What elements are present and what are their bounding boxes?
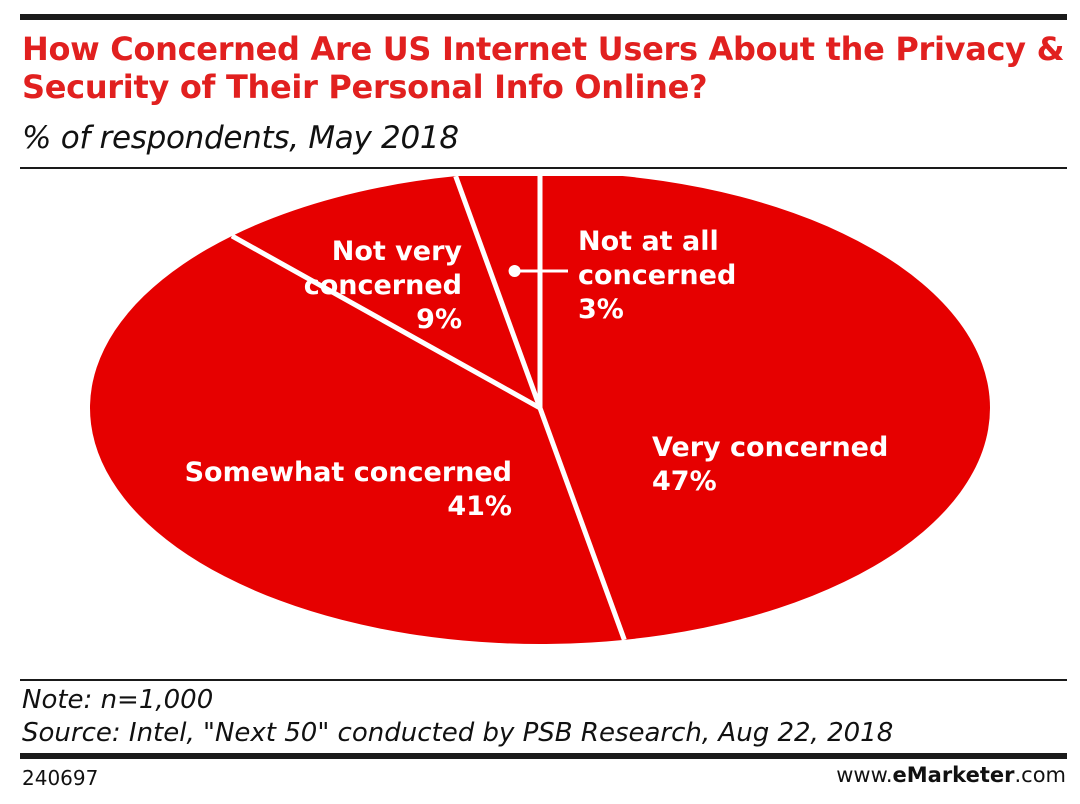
pie-slice-very-concerned — [540, 176, 990, 640]
chart-id: 240697 — [22, 766, 99, 790]
slice-value-not-at-all-concerned: 3% — [578, 294, 624, 325]
brand-url: www.eMarketer.com — [836, 763, 1066, 787]
brand-prefix: www. — [836, 763, 893, 787]
top-rule — [20, 14, 1067, 20]
slice-value-very-concerned: 47% — [652, 466, 717, 497]
slice-separator — [453, 176, 543, 409]
title-rule — [20, 167, 1067, 169]
bottom-rule — [20, 753, 1067, 759]
slice-label-very-concerned: Very concerned — [652, 432, 888, 463]
slice-label-not-very-concerned: Not very concerned — [304, 236, 463, 301]
chart-note: Note: n=1,000 — [22, 685, 214, 715]
brand-suffix: .com — [1014, 763, 1066, 787]
slice-separator — [230, 233, 542, 411]
slice-separator — [537, 407, 627, 641]
chart-title: How Concerned Are US Internet Users Abou… — [22, 30, 1065, 106]
pie-slice-somewhat-concerned — [90, 235, 625, 644]
pie-slice-not-very-concerned — [231, 176, 540, 408]
chart-source: Source: Intel, "Next 50" conducted by PS… — [22, 718, 894, 748]
slice-value-somewhat-concerned: 41% — [447, 491, 512, 522]
chart-subtitle: % of respondents, May 2018 — [22, 120, 459, 156]
note-rule — [20, 679, 1067, 681]
slice-value-not-very-concerned: 9% — [416, 304, 462, 335]
brand-name: eMarketer — [892, 763, 1015, 787]
slice-label-somewhat-concerned: Somewhat concerned — [185, 457, 512, 488]
slice-label-not-at-all-concerned: Not at all concerned — [578, 226, 736, 291]
